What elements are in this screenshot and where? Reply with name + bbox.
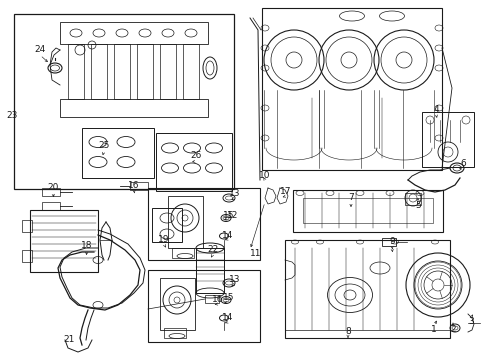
Text: 4: 4 [432, 105, 438, 114]
Bar [172, 248, 194, 258]
Bar [168, 196, 203, 248]
Text: 6: 6 [459, 159, 465, 168]
Bar [148, 270, 260, 342]
Text: 16: 16 [212, 296, 224, 305]
Text: 22: 22 [207, 246, 218, 255]
Text: 15: 15 [223, 211, 234, 220]
Text: 5: 5 [414, 202, 420, 211]
Bar [30, 210, 98, 272]
Text: 17: 17 [280, 188, 291, 197]
Text: 23: 23 [6, 112, 18, 121]
Text: 19: 19 [158, 235, 169, 244]
Bar [421, 112, 473, 167]
Bar [204, 295, 219, 303]
Bar [292, 190, 442, 232]
Bar [82, 128, 154, 178]
Bar [130, 182, 148, 190]
Bar [42, 202, 60, 210]
Bar [183, 44, 199, 99]
Text: 18: 18 [81, 242, 93, 251]
Text: 9: 9 [388, 238, 394, 247]
Bar [60, 99, 207, 117]
Text: 13: 13 [229, 189, 240, 198]
Bar [163, 328, 185, 338]
Bar [262, 8, 441, 170]
Text: 15: 15 [223, 293, 234, 302]
Bar [14, 14, 234, 189]
Bar [114, 44, 130, 99]
Bar [22, 250, 32, 262]
Bar [303, 198, 432, 223]
Bar [60, 22, 207, 44]
Text: 24: 24 [34, 45, 45, 54]
Bar [42, 188, 60, 196]
Bar [285, 240, 449, 338]
Bar [196, 248, 224, 293]
Text: 14: 14 [222, 230, 233, 239]
Bar [156, 133, 231, 191]
Bar [91, 44, 107, 99]
Text: 13: 13 [229, 275, 240, 284]
Bar [160, 278, 195, 330]
Text: 12: 12 [227, 211, 238, 220]
Bar [68, 44, 84, 99]
Text: 1: 1 [430, 325, 436, 334]
Text: 7: 7 [347, 194, 353, 202]
Text: 16: 16 [128, 181, 140, 190]
Text: 11: 11 [250, 249, 261, 258]
Bar [381, 238, 395, 246]
Text: 20: 20 [47, 184, 59, 193]
Text: 10: 10 [259, 171, 270, 180]
Text: 14: 14 [222, 314, 233, 323]
Bar [137, 44, 153, 99]
Bar [160, 44, 176, 99]
Bar [148, 188, 260, 260]
Text: 3: 3 [467, 318, 473, 327]
Text: 26: 26 [190, 152, 201, 161]
Bar [404, 193, 420, 205]
Bar [152, 208, 182, 242]
Text: 21: 21 [63, 336, 75, 345]
Bar [22, 220, 32, 232]
Text: 25: 25 [98, 141, 109, 150]
Text: 2: 2 [449, 325, 455, 334]
Text: 8: 8 [345, 328, 350, 337]
